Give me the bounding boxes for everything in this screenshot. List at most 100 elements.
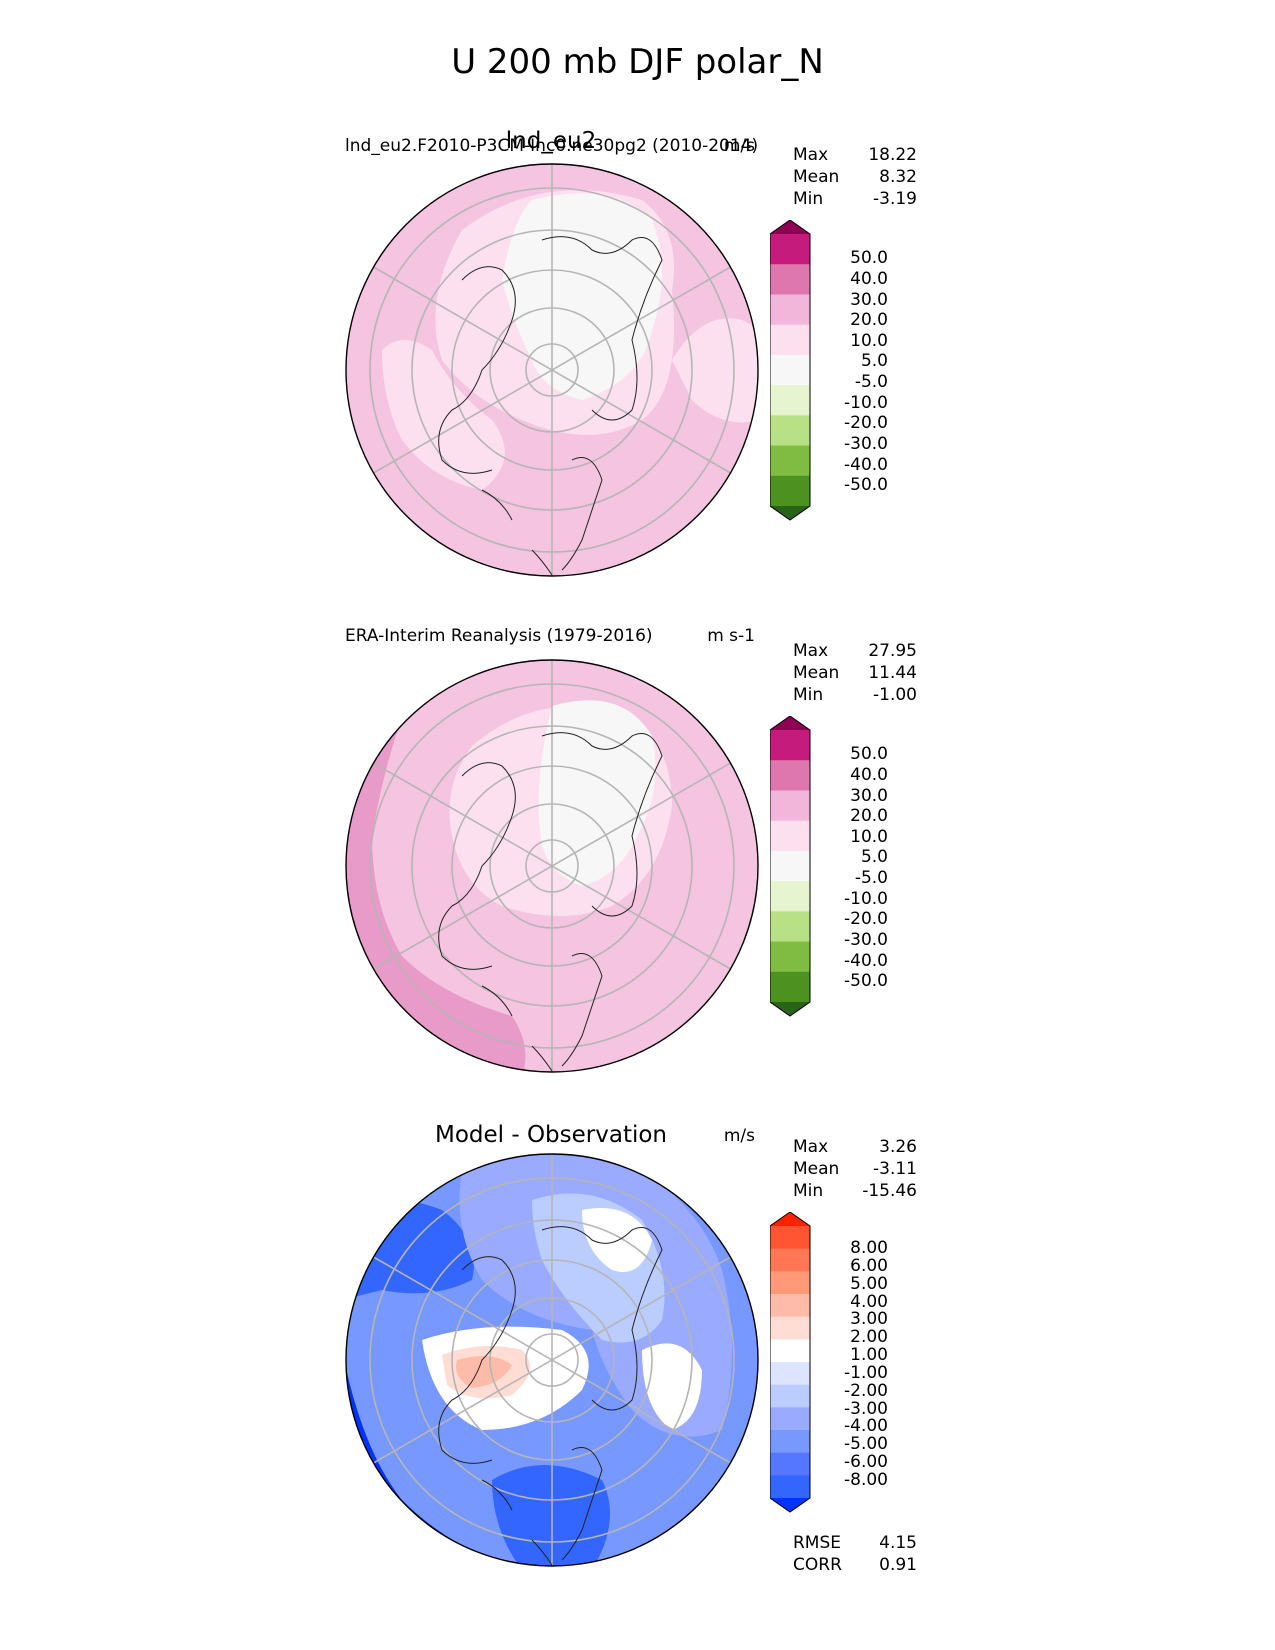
panel-test-title: lnd_eu2 (505, 128, 597, 154)
cb-tick: 1.00 (850, 1345, 888, 1365)
colorbar-segment (770, 820, 810, 852)
stat-mean: Mean 8.32 (793, 167, 917, 187)
cb-tick: -40.0 (844, 455, 888, 475)
cb-tick: -2.00 (844, 1381, 888, 1401)
cb-tick: 20.0 (850, 310, 888, 330)
colorbar-segment (770, 1384, 810, 1408)
colorbar-segment (770, 354, 810, 386)
colorbar-segment (770, 475, 810, 507)
cb-tick: 10.0 (850, 331, 888, 351)
colorbar-segment (770, 790, 810, 822)
stat-min: Min -15.46 (793, 1181, 917, 1201)
colorbar-segment (770, 445, 810, 477)
cb-tick: 50.0 (850, 744, 888, 764)
colorbar-segment (770, 881, 810, 912)
cb-tick: 6.00 (850, 1256, 888, 1276)
colorbar-segment (770, 1248, 810, 1272)
panel-reference-stats: Max 27.95 Mean 11.44 Min -1.00 (793, 640, 917, 706)
panel-difference-colorbar-labels: 8.00 6.00 5.00 4.00 3.00 2.00 1.00 -1.00… (830, 1212, 888, 1512)
stat-max: Max 27.95 (793, 641, 917, 661)
colorbar-segment (770, 730, 810, 761)
colorbar-segment (770, 1271, 810, 1295)
colorbar-outline (770, 716, 811, 1017)
stat-max: Max 18.22 (793, 145, 917, 165)
colorbar-segment (770, 264, 810, 295)
cb-tick: -30.0 (844, 434, 888, 454)
panel-reference-units: m s-1 (707, 626, 755, 646)
cb-tick: -10.0 (844, 889, 888, 909)
colorbar-segment (770, 1294, 810, 1318)
panel-difference-units: m/s (723, 1126, 755, 1146)
colorbar-segment (770, 1452, 810, 1476)
colorbar-segment (770, 911, 810, 943)
cb-tick: 30.0 (850, 290, 888, 310)
cb-tick: 5.00 (850, 1274, 888, 1294)
cb-tick: -3.00 (844, 1399, 888, 1419)
metric-rmse: RMSE 4.15 (793, 1533, 917, 1553)
cb-tick: -6.00 (844, 1452, 888, 1472)
cb-tick: 8.00 (850, 1238, 888, 1258)
panel-reference-subtitle: ERA-Interim Reanalysis (1979-2016) (345, 626, 653, 646)
cb-tick: 40.0 (850, 269, 888, 289)
colorbar-segment (770, 415, 810, 447)
panel-reference-map (345, 659, 759, 1073)
colorbar-segment (770, 1362, 810, 1386)
stat-mean: Mean -3.11 (793, 1159, 917, 1179)
stat-min: Min -1.00 (793, 685, 917, 705)
colorbar-extend-min (770, 1498, 810, 1512)
panel-reference-colorbar (770, 716, 811, 1017)
colorbar-extend-min (770, 506, 810, 520)
colorbar-segment (770, 971, 810, 1003)
colorbar-outline (770, 1212, 811, 1513)
panel-difference-stats: Max 3.26 Mean -3.11 Min -15.46 (793, 1136, 917, 1202)
colorbar-segment (770, 1430, 810, 1454)
colorbar-segment (770, 1316, 810, 1340)
cb-tick: -50.0 (844, 971, 888, 991)
panel-difference-metrics: RMSE 4.15 CORR 0.91 (793, 1532, 917, 1576)
colorbar-extend-max (770, 220, 810, 234)
panel-reference-colorbar-labels: 50.0 40.0 30.0 20.0 10.0 5.0 -5.0 -10.0 … (830, 716, 888, 1016)
stat-min: Min -3.19 (793, 189, 917, 209)
cb-tick: 30.0 (850, 786, 888, 806)
colorbar-segment (770, 850, 810, 882)
cb-tick: -5.0 (854, 868, 888, 888)
stat-max: Max 3.26 (793, 1137, 917, 1157)
colorbar-extend-min (770, 1002, 810, 1016)
panel-difference-title: Model - Observation (434, 1122, 668, 1148)
panel-test-colorbar (770, 220, 811, 521)
cb-tick: -20.0 (844, 909, 888, 929)
colorbar-segment (770, 234, 810, 265)
cb-tick: 40.0 (850, 765, 888, 785)
cb-tick: -30.0 (844, 930, 888, 950)
metric-corr: CORR 0.91 (793, 1555, 917, 1575)
stat-mean: Mean 11.44 (793, 663, 917, 683)
colorbar-outline (770, 220, 811, 521)
cb-tick: -5.0 (854, 372, 888, 392)
cb-tick: -1.00 (844, 1363, 888, 1383)
cb-tick: 20.0 (850, 806, 888, 826)
colorbar-segment (770, 324, 810, 356)
panel-difference-colorbar (770, 1212, 811, 1513)
colorbar-extend-max (770, 716, 810, 730)
panel-test-stats: Max 18.22 Mean 8.32 Min -3.19 (793, 144, 917, 210)
colorbar-segment (770, 294, 810, 326)
cb-tick: 4.00 (850, 1292, 888, 1312)
panel-test-units: m/s (723, 136, 755, 156)
cb-tick: -10.0 (844, 393, 888, 413)
panel-test-map (345, 163, 759, 577)
panel-test-colorbar-labels: 50.0 40.0 30.0 20.0 10.0 5.0 -5.0 -10.0 … (830, 220, 888, 520)
cb-tick: 5.0 (860, 847, 888, 867)
cb-tick: -5.00 (844, 1434, 888, 1454)
colorbar-segment (770, 1407, 810, 1431)
cb-tick: -4.00 (844, 1416, 888, 1436)
cb-tick: -20.0 (844, 413, 888, 433)
cb-tick: -40.0 (844, 951, 888, 971)
cb-tick: -50.0 (844, 475, 888, 495)
panel-difference-map (345, 1153, 759, 1567)
cb-tick: 2.00 (850, 1327, 888, 1347)
panel-test-subtitle: lnd_eu2.F2010-P3CM-Inc0.ne30pg2 (2010-20… (345, 136, 759, 156)
colorbar-segment (770, 385, 810, 416)
colorbar-extend-max (770, 1212, 810, 1226)
colorbar-segment (770, 1475, 810, 1499)
colorbar-segment (770, 1339, 810, 1363)
